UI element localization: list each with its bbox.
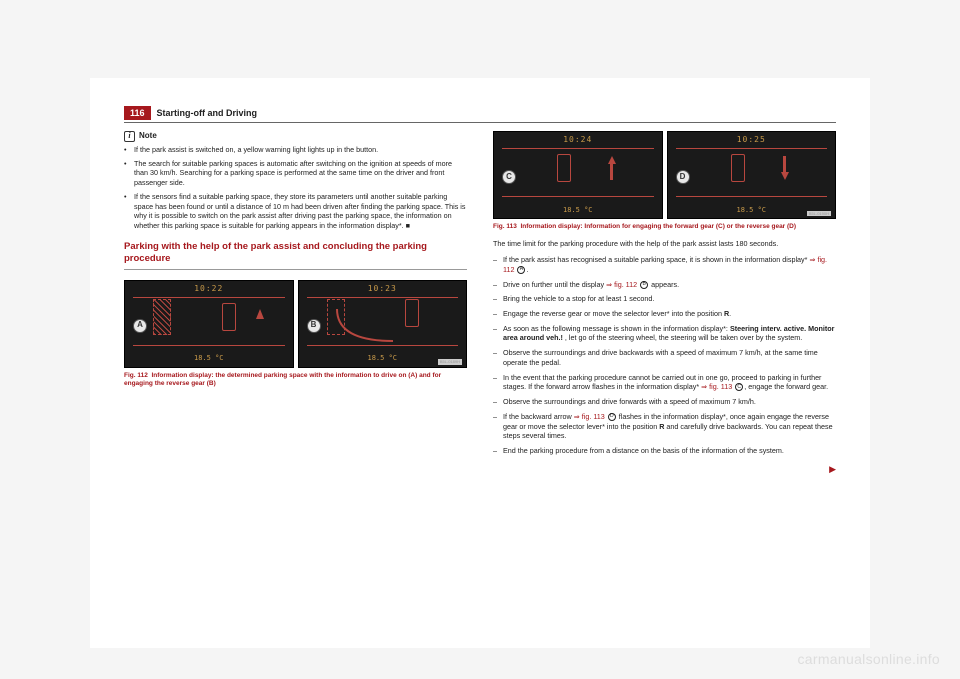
image-code: B5L-0189H: [438, 359, 462, 364]
info-icon: i: [124, 131, 135, 142]
note-item: • If the sensors find a suitable parking…: [124, 192, 467, 231]
section-title: Parking with the help of the park assist…: [124, 241, 467, 270]
dash-icon: –: [493, 324, 503, 343]
note-text: The search for suitable parking spaces i…: [134, 159, 467, 188]
caption-text: Information display: the determined park…: [124, 372, 441, 387]
car-icon: [405, 299, 419, 327]
step-text: Bring the vehicle to a stop for at least…: [503, 294, 654, 304]
car-icon: [557, 154, 571, 182]
line: [502, 148, 654, 149]
line: [502, 196, 654, 197]
display-panel-a: 10:22 18.5 °C A: [124, 280, 294, 368]
fig112-caption: Fig. 112 Information display: the determ…: [124, 372, 467, 389]
step-item: –As soon as the following message is sho…: [493, 324, 836, 343]
car-icon: [731, 154, 745, 182]
dash-icon: –: [493, 280, 503, 290]
bullet-icon: •: [124, 145, 134, 155]
badge-c: C: [502, 170, 516, 184]
note-label: Note: [139, 131, 157, 142]
line: [133, 345, 285, 346]
step-item: –Drive on further until the display ⇒ fi…: [493, 280, 836, 290]
badge-a: A: [133, 319, 147, 333]
display-temp: 18.5 °C: [367, 354, 397, 363]
image-code: B5L-0190H: [807, 211, 831, 216]
step-text: As soon as the following message is show…: [503, 324, 836, 343]
note-heading: i Note: [124, 131, 467, 142]
step-item: –Observe the surroundings and drive forw…: [493, 397, 836, 407]
arrow-up-icon: [256, 309, 264, 319]
step-text: Observe the surroundings and drive forwa…: [503, 397, 756, 407]
watermark: carmanualsonline.info: [798, 651, 941, 667]
dash-icon: –: [493, 397, 503, 407]
dash-icon: –: [493, 373, 503, 392]
display-time: 10:23: [368, 284, 397, 295]
step-item: –If the park assist has recognised a sui…: [493, 255, 836, 274]
dash-icon: –: [493, 412, 503, 441]
header-title: Starting-off and Driving: [157, 108, 258, 118]
step-item: –If the backward arrow ⇒ fig. 113 D flas…: [493, 412, 836, 441]
step-item: –Bring the vehicle to a stop for at leas…: [493, 294, 836, 304]
arrow-down-icon: [781, 172, 789, 180]
caption-prefix: Fig. 113: [493, 223, 517, 230]
dash-icon: –: [493, 348, 503, 367]
bullet-icon: •: [124, 192, 134, 231]
step-text: Engage the reverse gear or move the sele…: [503, 309, 731, 319]
note-text: If the park assist is switched on, a yel…: [134, 145, 378, 155]
page-number: 116: [124, 106, 151, 120]
step-text: If the backward arrow ⇒ fig. 113 D flash…: [503, 412, 836, 441]
car-icon: [222, 303, 236, 331]
step-text: Drive on further until the display ⇒ fig…: [503, 280, 679, 290]
caption-text: Information display: Information for eng…: [520, 223, 796, 230]
line: [676, 196, 828, 197]
display-panel-b: 10:23 18.5 °C B B5L-0189H: [298, 280, 468, 368]
page-header: 116 Starting-off and Driving: [124, 106, 836, 123]
note-text: If the sensors find a suitable parking s…: [134, 192, 467, 231]
badge-d: D: [676, 170, 690, 184]
step-item: –Engage the reverse gear or move the sel…: [493, 309, 836, 319]
figure-113: 10:24 18.5 °C C 10:25: [493, 131, 836, 219]
left-column: i Note • If the park assist is switched …: [124, 131, 467, 475]
intro-text: The time limit for the parking procedure…: [493, 239, 836, 249]
content-columns: i Note • If the park assist is switched …: [124, 131, 836, 475]
dash-icon: –: [493, 255, 503, 274]
display-temp: 18.5 °C: [563, 206, 593, 215]
display-temp: 18.5 °C: [194, 354, 224, 363]
step-text: In the event that the parking procedure …: [503, 373, 836, 392]
display-temp: 18.5 °C: [736, 206, 766, 215]
line: [133, 297, 285, 298]
continue-arrow-icon: ▶: [829, 463, 836, 475]
dash-icon: –: [493, 294, 503, 304]
badge-b: B: [307, 319, 321, 333]
display-panel-d: 10:25 18.5 °C D B5L-0190H: [667, 131, 837, 219]
display-time: 10:25: [737, 135, 766, 146]
step-text: If the park assist has recognised a suit…: [503, 255, 836, 274]
display-pair: 10:22 18.5 °C A 10:23: [124, 280, 467, 368]
right-column: 10:24 18.5 °C C 10:25: [493, 131, 836, 475]
step-item: –Observe the surroundings and drive back…: [493, 348, 836, 367]
step-item: –End the parking procedure from a distan…: [493, 446, 836, 456]
display-pair: 10:24 18.5 °C C 10:25: [493, 131, 836, 219]
display-time: 10:22: [194, 284, 223, 295]
figure-112: 10:22 18.5 °C A 10:23: [124, 280, 467, 368]
note-item: • The search for suitable parking spaces…: [124, 159, 467, 188]
manual-page: 116 Starting-off and Driving i Note • If…: [90, 78, 870, 648]
dash-icon: –: [493, 446, 503, 456]
step-text: Observe the surroundings and drive backw…: [503, 348, 836, 367]
arrow-stem: [783, 156, 786, 172]
line: [676, 148, 828, 149]
step-text: End the parking procedure from a distanc…: [503, 446, 784, 456]
display-time: 10:24: [563, 135, 592, 146]
parking-slot: [153, 299, 171, 335]
arrow-stem: [610, 164, 613, 180]
arrow-up-icon: [608, 156, 616, 164]
dash-icon: –: [493, 309, 503, 319]
note-item: • If the park assist is switched on, a y…: [124, 145, 467, 155]
line: [307, 297, 459, 298]
path-curve: [333, 305, 403, 349]
caption-prefix: Fig. 112: [124, 372, 148, 379]
bullet-icon: •: [124, 159, 134, 188]
step-item: –In the event that the parking procedure…: [493, 373, 836, 392]
fig113-caption: Fig. 113 Information display: Informatio…: [493, 223, 836, 231]
display-panel-c: 10:24 18.5 °C C: [493, 131, 663, 219]
